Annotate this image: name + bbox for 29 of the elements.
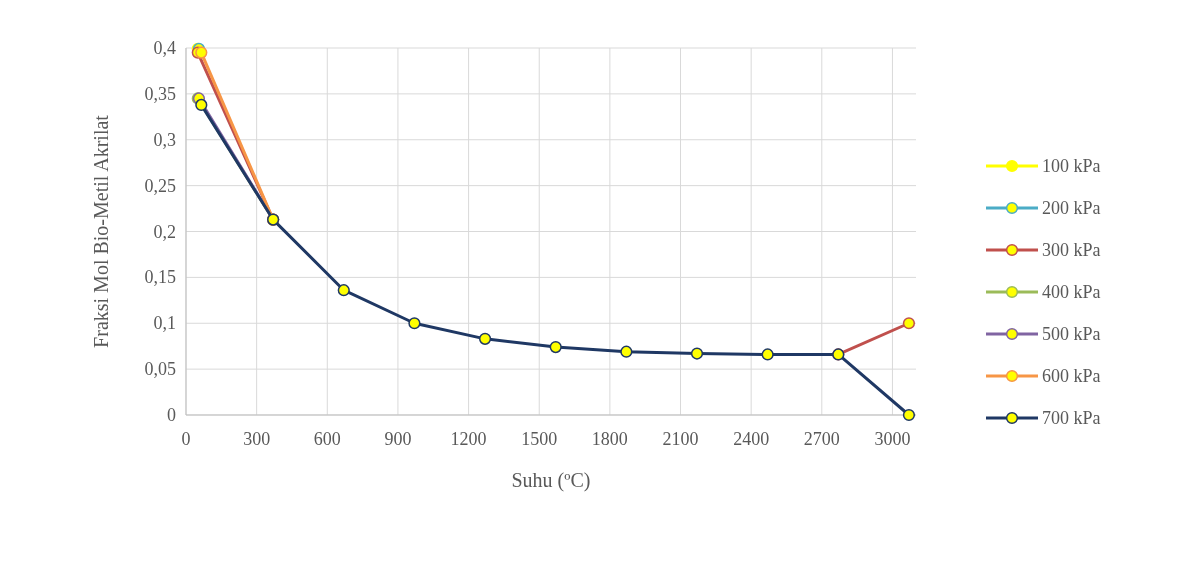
x-tick-label: 900 [384,429,412,449]
y-tick-label: 0,3 [153,129,176,150]
y-tick-label: 0,25 [144,175,176,196]
x-tick-label: 2100 [662,429,699,449]
x-tick-label: 3000 [874,429,911,449]
y-tick-label: 0,15 [144,267,176,288]
legend-label: 500 kPa [1042,324,1101,344]
legend-label: 400 kPa [1042,282,1101,302]
x-tick-label: 2400 [733,429,770,449]
x-tick-label: 1200 [450,429,487,449]
legend-label: 200 kPa [1042,198,1101,218]
legend-label: 100 kPa [1042,156,1101,176]
y-axis-title: Fraksi Mol Bio-Metil Akrilat [90,114,112,348]
x-tick-label: 300 [243,429,271,449]
legend-label: 600 kPa [1042,366,1101,386]
x-tick-label: 1500 [521,429,558,449]
legend-label: 700 kPa [1042,408,1101,428]
x-tick-label: 600 [313,429,341,449]
x-axis-title: Suhu (ºC) [511,469,591,492]
y-tick-label: 0,35 [144,83,176,104]
y-tick-label: 0,2 [153,221,176,242]
y-tick-label: 0,05 [144,359,176,380]
legend-label: 300 kPa [1042,240,1101,260]
x-tick-label: 2700 [803,429,840,449]
x-tick-label: 0 [181,429,191,449]
y-tick-label: 0,4 [153,38,176,58]
y-tick-label: 0 [167,405,176,425]
y-tick-label: 0,1 [153,313,176,334]
x-tick-label: 1800 [591,429,628,449]
